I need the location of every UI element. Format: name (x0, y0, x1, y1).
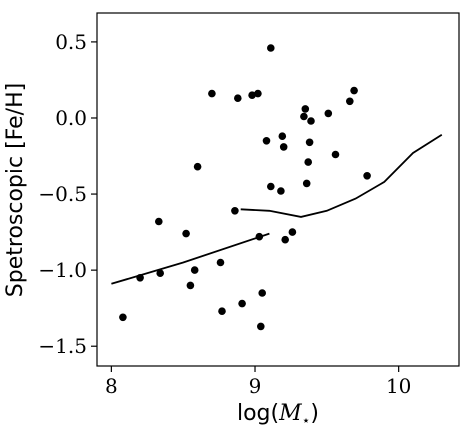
data-point (277, 187, 285, 195)
data-point (278, 132, 287, 140)
data-point (136, 274, 144, 282)
plot-frame (96, 12, 460, 367)
data-point (255, 232, 264, 241)
x-tick-label: 10 (386, 374, 411, 398)
data-point (304, 158, 313, 166)
data-marks (111, 44, 443, 331)
y-tick-label: −1.5 (38, 334, 87, 358)
data-point (346, 97, 354, 106)
data-point (267, 182, 275, 191)
data-point (193, 162, 202, 171)
data-point (267, 44, 275, 52)
data-point (254, 89, 262, 98)
data-point (248, 91, 256, 99)
data-point (331, 150, 340, 159)
data-point (258, 289, 267, 297)
data-point (186, 281, 195, 290)
y-tick-label: −0.5 (38, 182, 87, 206)
data-point (301, 105, 310, 113)
x-tick-label: 8 (105, 374, 118, 398)
y-tick-label: 0.0 (55, 106, 87, 130)
y-tick-label: 0.5 (55, 30, 87, 54)
data-point (300, 112, 308, 121)
data-point (208, 89, 216, 98)
data-point (234, 94, 242, 102)
data-point (324, 109, 333, 118)
x-tick-label: 9 (249, 374, 262, 398)
data-point (257, 322, 265, 331)
y-tick-label: −1.0 (38, 258, 87, 282)
data-point (216, 258, 225, 267)
trend-line-1 (111, 232, 270, 285)
data-point (156, 269, 164, 278)
data-point (350, 86, 358, 95)
x-axis-label: log(M⋆) (237, 401, 319, 429)
data-point (279, 143, 288, 151)
data-point (238, 299, 246, 308)
y-axis-label: Spetroscopic [Fe/H] (3, 83, 28, 297)
data-point (190, 266, 199, 274)
data-point (119, 313, 127, 322)
data-point (281, 235, 290, 244)
data-point (231, 207, 239, 215)
trend-line-2 (240, 133, 443, 218)
data-point (262, 137, 271, 145)
axes: 8 9 10 0.5 0.0 −0.5 −1.0 −1.5 (38, 30, 411, 398)
data-point (218, 307, 226, 316)
data-point (305, 138, 314, 147)
data-point (302, 179, 311, 188)
data-point (307, 117, 315, 125)
data-point (288, 228, 297, 236)
data-point (155, 217, 163, 226)
data-point (182, 229, 190, 238)
data-point (363, 172, 371, 180)
